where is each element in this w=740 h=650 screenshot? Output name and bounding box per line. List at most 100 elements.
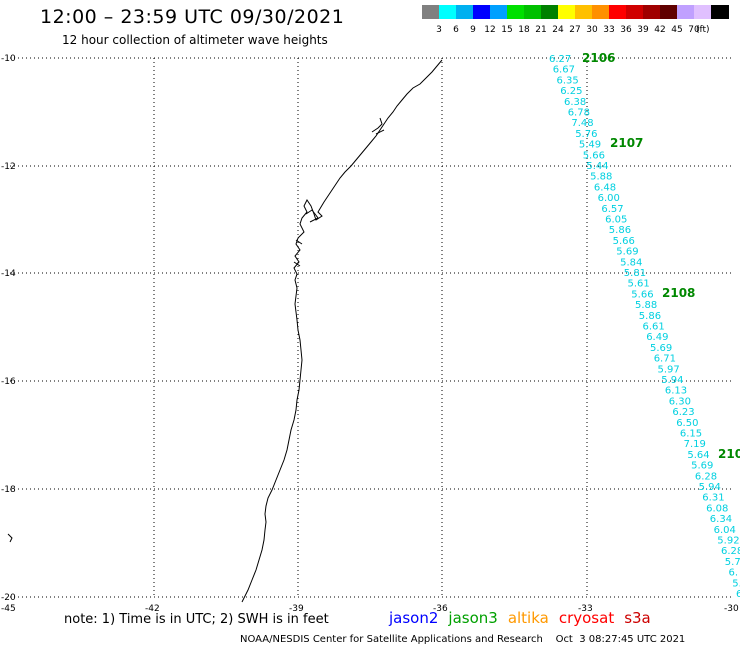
wave-height-value: 6.48 xyxy=(594,182,616,193)
y-axis-label: -16 xyxy=(1,377,16,387)
wave-height-value: 5.92 xyxy=(717,536,739,547)
legend-item-s3a: s3a xyxy=(624,609,651,627)
color-swatch xyxy=(592,5,610,19)
color-swatch xyxy=(575,5,593,19)
color-scale-label: 24 xyxy=(552,25,564,35)
wave-height-value: 6.13 xyxy=(665,386,687,397)
color-scale-label: 39 xyxy=(637,25,649,35)
x-axis-label: -39 xyxy=(289,604,304,614)
x-axis-label: -45 xyxy=(1,604,16,614)
legend-item-cryosat: cryosat xyxy=(558,609,615,627)
legend-item-jason2: jason2 xyxy=(389,609,439,627)
color-swatch xyxy=(439,5,457,19)
x-axis-label: -33 xyxy=(578,604,593,614)
wave-height-value: 6.67 xyxy=(553,65,575,76)
x-axis-label: -36 xyxy=(433,604,448,614)
pass-label: 2106 xyxy=(582,51,615,65)
color-scale-label: 42 xyxy=(654,25,666,35)
wave-height-value: 6. xyxy=(729,568,739,579)
wave-height-value: 5.94 xyxy=(699,482,721,493)
wave-height-value: 5.69 xyxy=(691,461,713,472)
wave-height-value: 6.23 xyxy=(672,407,694,418)
wave-height-value: 6 xyxy=(736,589,740,600)
y-axis-label: -20 xyxy=(1,593,16,603)
wave-height-value: 6.04 xyxy=(714,525,736,536)
color-scale-label: 12 xyxy=(484,25,496,35)
color-swatch xyxy=(609,5,627,19)
footer-note: note: 1) Time is in UTC; 2) SWH is in fe… xyxy=(64,612,329,627)
wave-height-value: 6.00 xyxy=(598,193,620,204)
color-swatch xyxy=(456,5,474,19)
wave-height-value: 5.64 xyxy=(687,450,709,461)
wave-height-value: 6.30 xyxy=(669,396,691,407)
color-swatch xyxy=(473,5,491,19)
color-scale-label: 27 xyxy=(569,25,581,35)
wave-height-value: 5.76 xyxy=(575,129,597,140)
color-scale-label: 33 xyxy=(603,25,615,35)
color-swatch xyxy=(660,5,678,19)
y-axis-label: -10 xyxy=(1,54,16,64)
wave-height-value: 6.38 xyxy=(564,97,586,108)
y-axis-label: -14 xyxy=(1,269,16,279)
y-axis-label: -18 xyxy=(1,485,16,495)
wave-height-value: 6.35 xyxy=(557,75,579,86)
wave-height-value: 7.19 xyxy=(684,439,706,450)
wave-height-value: 6.49 xyxy=(646,332,668,343)
wave-height-value: 5.69 xyxy=(616,247,638,258)
pass-label: 2107 xyxy=(610,136,643,150)
color-scale-label: 6 xyxy=(453,25,459,35)
color-swatch xyxy=(626,5,644,19)
wave-height-value: 6.27 xyxy=(549,54,571,65)
wave-height-value: 5.88 xyxy=(635,300,657,311)
color-scale-label: 9 xyxy=(470,25,476,35)
color-scale-label: 30 xyxy=(586,25,598,35)
x-axis-label: -30 xyxy=(724,604,739,614)
wave-height-value: 5.7 xyxy=(725,557,740,568)
color-swatch xyxy=(694,5,712,19)
color-scale-unit: (ft) xyxy=(696,25,710,35)
color-scale-label: 21 xyxy=(535,25,547,35)
color-scale-label: 15 xyxy=(501,25,513,35)
wave-height-value: 6.50 xyxy=(676,418,698,429)
color-swatch xyxy=(507,5,525,19)
color-swatch xyxy=(677,5,695,19)
map-grid: -10 -12 -14 -16 -18 -20-45 -42 -39 -36 -33 -30 xyxy=(1,54,739,614)
wave-height-value: 5.86 xyxy=(609,225,631,236)
wave-height-value: 6.28 xyxy=(695,471,717,482)
wave-height-value: 5.49 xyxy=(579,140,601,151)
color-swatch xyxy=(541,5,559,19)
wave-height-value: 5.94 xyxy=(661,375,683,386)
pass-label: 2108 xyxy=(662,286,695,300)
wave-height-value: 5.86 xyxy=(639,311,661,322)
footer-credit: NOAA/NESDIS Center for Satellite Applica… xyxy=(240,634,686,645)
wave-height-value: 5.44 xyxy=(586,161,608,172)
wave-height-value: 6.25 xyxy=(560,86,582,97)
coastline xyxy=(241,59,443,603)
color-swatch xyxy=(558,5,576,19)
wave-height-value: 6.57 xyxy=(601,204,623,215)
wave-height-value: 5.61 xyxy=(628,279,650,290)
wave-height-value: 5.81 xyxy=(624,268,646,279)
wave-height-value: 6.15 xyxy=(680,429,702,440)
wave-height-value: 5.66 xyxy=(631,289,653,300)
legend-item-jason3: jason3 xyxy=(448,609,498,627)
color-swatch xyxy=(643,5,661,19)
wave-height-value: 6.08 xyxy=(706,503,728,514)
wave-height-value: 6.28 xyxy=(721,546,740,557)
legend-item-altika: altika xyxy=(507,609,549,627)
coastline-detail xyxy=(7,117,385,543)
x-axis-label: -42 xyxy=(145,604,160,614)
map-title: 12:00 – 23:59 UTC 09/30/2021 xyxy=(40,6,345,28)
color-swatch xyxy=(524,5,542,19)
pass-labels: 2106 2107 2108 210 xyxy=(582,51,740,461)
color-scale-label: 36 xyxy=(620,25,632,35)
wave-height-value: 6.78 xyxy=(568,108,590,119)
wave-height-value: 5. xyxy=(732,578,740,589)
color-scale-label: 3 xyxy=(436,25,442,35)
wave-height-value: 6.71 xyxy=(654,354,676,365)
wave-height-value: 5.69 xyxy=(650,343,672,354)
wave-height-value: 6.61 xyxy=(643,322,665,333)
wave-height-value: 5.88 xyxy=(590,172,612,183)
color-swatch xyxy=(711,5,729,19)
